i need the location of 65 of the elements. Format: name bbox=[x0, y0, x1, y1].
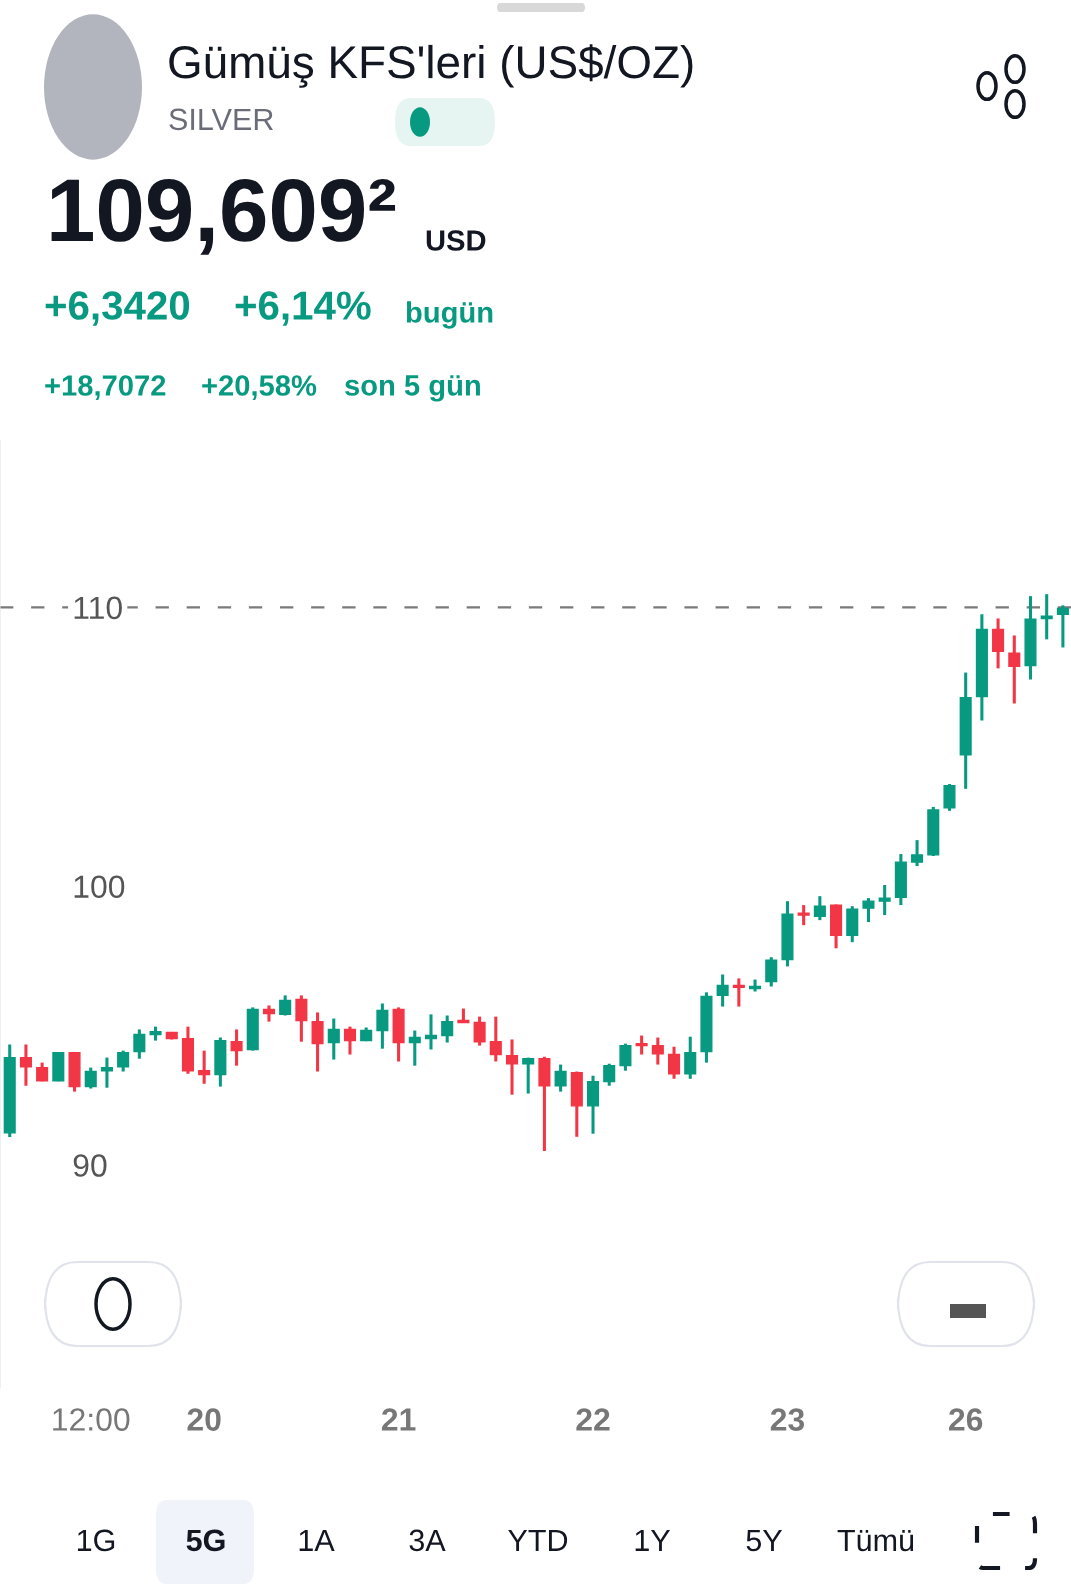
candlestick bbox=[117, 1050, 130, 1072]
candlestick bbox=[84, 1067, 97, 1089]
candlestick bbox=[732, 978, 745, 1007]
text: 1A bbox=[299, 1529, 335, 1551]
candlestick bbox=[1056, 605, 1069, 648]
candlestick bbox=[473, 1016, 486, 1046]
candlestick bbox=[408, 1030, 421, 1066]
text: son 5 gün bbox=[345, 375, 480, 402]
candlestick bbox=[198, 1050, 211, 1084]
candlestick bbox=[522, 1057, 535, 1094]
text: +6,14% bbox=[235, 291, 371, 326]
candlestick bbox=[651, 1037, 664, 1065]
text: +6,3420 bbox=[45, 291, 190, 326]
candlestick bbox=[603, 1063, 616, 1086]
candlestick bbox=[813, 896, 826, 922]
candlestick bbox=[684, 1036, 697, 1079]
candlestick bbox=[635, 1035, 648, 1055]
candlestick bbox=[376, 1003, 389, 1049]
candlestick bbox=[343, 1026, 357, 1055]
y-tick-label: 110 bbox=[74, 596, 122, 620]
candlestick bbox=[1008, 635, 1021, 704]
candlestick bbox=[943, 784, 956, 811]
y-tick-label: 90 bbox=[73, 1154, 107, 1177]
candlestick bbox=[100, 1057, 113, 1088]
chart-title: Gümüş KFS'leri (US$/OZ) bbox=[169, 44, 693, 88]
candlestick bbox=[133, 1029, 146, 1059]
candlestick bbox=[765, 957, 778, 987]
x-tick-label: 12:00 bbox=[53, 1408, 130, 1431]
candlestick bbox=[619, 1043, 632, 1071]
candlestick bbox=[716, 974, 729, 1007]
text: YTD bbox=[508, 1529, 568, 1551]
candlestick bbox=[911, 840, 924, 868]
text: 1G bbox=[77, 1529, 115, 1552]
candlestick bbox=[862, 898, 875, 924]
candlestick bbox=[878, 885, 891, 917]
candlestick bbox=[424, 1014, 438, 1050]
candlestick bbox=[505, 1039, 519, 1095]
candlestick bbox=[19, 1044, 32, 1086]
candlestick bbox=[554, 1064, 567, 1092]
text: bugün bbox=[406, 301, 493, 329]
text: +18,7072 bbox=[45, 375, 166, 401]
text: 3A bbox=[409, 1529, 446, 1552]
x-tick-label: 21 bbox=[381, 1408, 416, 1431]
candlestick bbox=[992, 618, 1005, 669]
candlestick bbox=[295, 995, 308, 1042]
x-tick-label: 26 bbox=[949, 1408, 983, 1431]
candlestick bbox=[489, 1016, 502, 1062]
text: 1Y bbox=[635, 1529, 671, 1551]
candlestick bbox=[797, 905, 810, 927]
chart-subtitle: SILVER bbox=[169, 108, 274, 131]
candlestick bbox=[327, 1018, 340, 1060]
text: 5Y bbox=[746, 1529, 783, 1552]
text: +20,58% bbox=[202, 375, 317, 401]
candlestick bbox=[667, 1046, 681, 1079]
text: 109,609² bbox=[51, 178, 396, 255]
x-tick-label: 23 bbox=[770, 1408, 805, 1431]
text: USD bbox=[426, 230, 486, 251]
candlestick bbox=[441, 1015, 454, 1043]
x-tick-label: 20 bbox=[187, 1408, 221, 1431]
y-tick-label: 100 bbox=[74, 875, 125, 899]
text: Tümü bbox=[837, 1529, 914, 1552]
candlestick bbox=[230, 1029, 243, 1066]
candlestick bbox=[311, 1012, 324, 1072]
x-tick-label: 22 bbox=[576, 1408, 610, 1431]
text: 5G bbox=[186, 1529, 225, 1552]
